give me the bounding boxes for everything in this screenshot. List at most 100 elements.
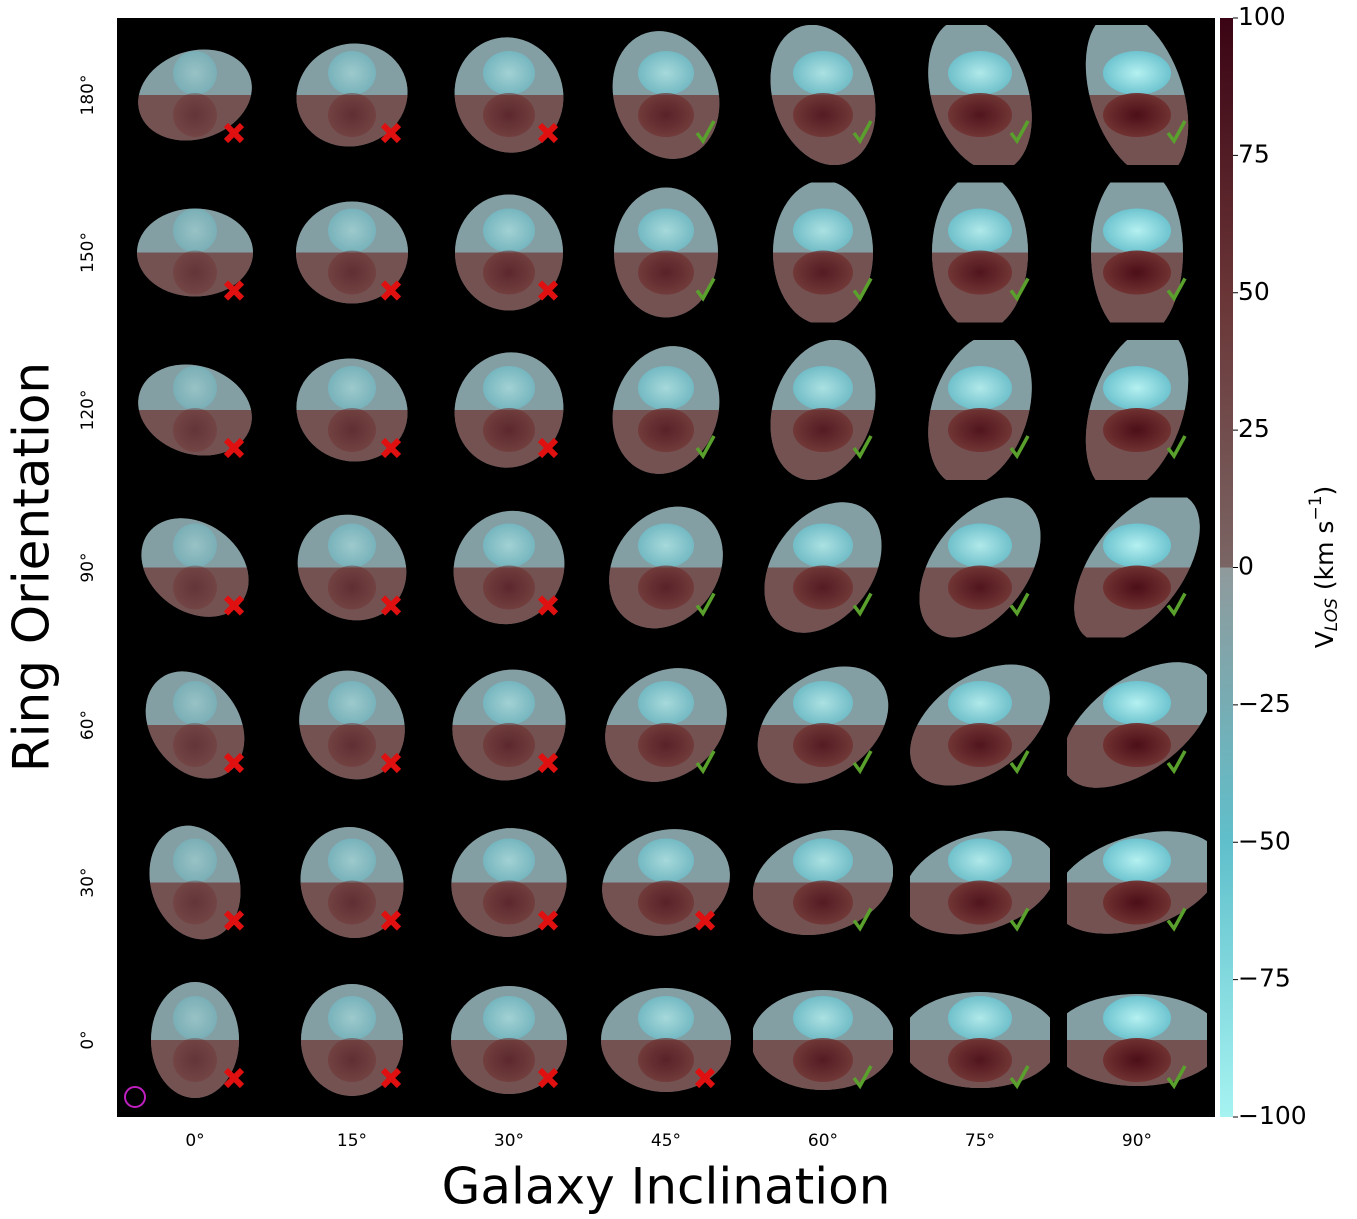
blob-cyan: [328, 681, 376, 725]
blob-cyan: [793, 681, 853, 725]
y-tick-label: 120°: [78, 390, 98, 431]
blob-red: [483, 250, 535, 295]
cross-mark: [380, 437, 402, 459]
blob-red: [638, 723, 694, 767]
blob-cyan: [638, 838, 694, 883]
blob-red: [173, 880, 217, 925]
blob-red: [328, 723, 376, 767]
cross-mark: [380, 752, 402, 774]
cb-main: V: [1310, 631, 1339, 648]
check-mark: [852, 1065, 873, 1090]
blob-cyan: [638, 523, 694, 568]
colorbar-tick-label: 25: [1238, 414, 1270, 443]
colorbar-tick-label: −25: [1238, 689, 1291, 718]
blob-cyan: [173, 523, 217, 568]
cb-close: ): [1310, 486, 1339, 496]
blob-red: [328, 1038, 376, 1082]
blob-cyan: [948, 996, 1012, 1040]
blob-red: [793, 93, 853, 137]
cross-mark: [223, 280, 245, 301]
blob-red: [793, 723, 853, 767]
blob-red: [948, 93, 1012, 137]
blob-red: [483, 880, 535, 925]
x-tick-label: 90°: [1122, 1131, 1152, 1151]
blob-red: [1103, 250, 1171, 295]
y-tick-label: 30°: [78, 867, 98, 897]
blob-cyan: [328, 838, 376, 883]
check-mark: [695, 435, 716, 460]
blob-cyan: [793, 996, 853, 1040]
velocity-map: [932, 182, 1028, 323]
check-mark: [1166, 435, 1187, 460]
check-mark: [1009, 277, 1030, 302]
cross-mark: [380, 1067, 402, 1089]
velocity-map: [1067, 994, 1207, 1086]
colorbar: [1220, 18, 1233, 1117]
blob-red: [328, 93, 376, 137]
y-tick-label: 0°: [78, 1030, 98, 1049]
blob-cyan: [1103, 523, 1171, 568]
blob-cyan: [483, 51, 535, 95]
blob-cyan: [948, 208, 1012, 253]
blob-cyan: [483, 681, 535, 725]
check-mark: [1166, 907, 1187, 932]
blob-cyan: [948, 51, 1012, 95]
cross-mark: [694, 910, 716, 931]
cross-mark: [223, 122, 245, 144]
x-tick-label: 45°: [651, 1131, 681, 1151]
check-mark: [1166, 277, 1187, 302]
blob-red: [173, 93, 217, 137]
blob-red: [638, 880, 694, 925]
y-tick-label: 90°: [78, 552, 98, 582]
blob-cyan: [793, 523, 853, 568]
check-mark: [695, 120, 716, 145]
blob-cyan: [948, 366, 1012, 410]
blob-red: [173, 1038, 217, 1082]
check-mark: [695, 750, 716, 775]
blob-red: [1103, 880, 1171, 925]
blob-cyan: [483, 523, 535, 568]
blob-cyan: [793, 366, 853, 410]
colorbar-tick-label: −100: [1238, 1101, 1307, 1130]
check-mark: [852, 907, 873, 932]
check-mark: [1009, 120, 1030, 145]
colorbar-tick-label: 75: [1238, 139, 1270, 168]
colorbar-title: VLOS (km s−1): [1306, 486, 1342, 649]
cross-mark: [537, 1067, 559, 1089]
blob-cyan: [173, 681, 217, 725]
blob-red: [638, 565, 694, 610]
check-mark: [1166, 592, 1187, 617]
y-tick-label: 180°: [78, 75, 98, 116]
x-tick-label: 75°: [965, 1131, 995, 1151]
cross-mark: [537, 437, 559, 459]
blob-red: [328, 565, 376, 610]
blob-red: [948, 250, 1012, 295]
blob-cyan: [483, 838, 535, 883]
cb-sub: LOS: [1322, 598, 1342, 631]
x-tick-label: 15°: [337, 1131, 367, 1151]
blob-cyan: [638, 208, 694, 253]
beam: [124, 1086, 146, 1108]
blob-cyan: [1103, 996, 1171, 1040]
blob-cyan: [483, 996, 535, 1040]
blob-red: [948, 723, 1012, 767]
blob-red: [638, 1038, 694, 1082]
blob-cyan: [483, 366, 535, 410]
blob-red: [483, 565, 535, 610]
blob-red: [638, 250, 694, 295]
blob-red: [948, 880, 1012, 925]
blob-cyan: [328, 523, 376, 568]
cross-mark: [380, 595, 402, 616]
cross-mark: [223, 437, 245, 459]
blob-cyan: [173, 996, 217, 1040]
blob-cyan: [948, 838, 1012, 883]
colorbar-tick-label: −75: [1238, 964, 1291, 993]
blob-red: [1103, 723, 1171, 767]
blob-cyan: [1103, 681, 1171, 725]
blob-cyan: [638, 681, 694, 725]
y-tick-label: 150°: [78, 232, 98, 273]
blob-red: [1103, 408, 1171, 452]
blob-red: [948, 1038, 1012, 1082]
blob-cyan: [793, 51, 853, 95]
